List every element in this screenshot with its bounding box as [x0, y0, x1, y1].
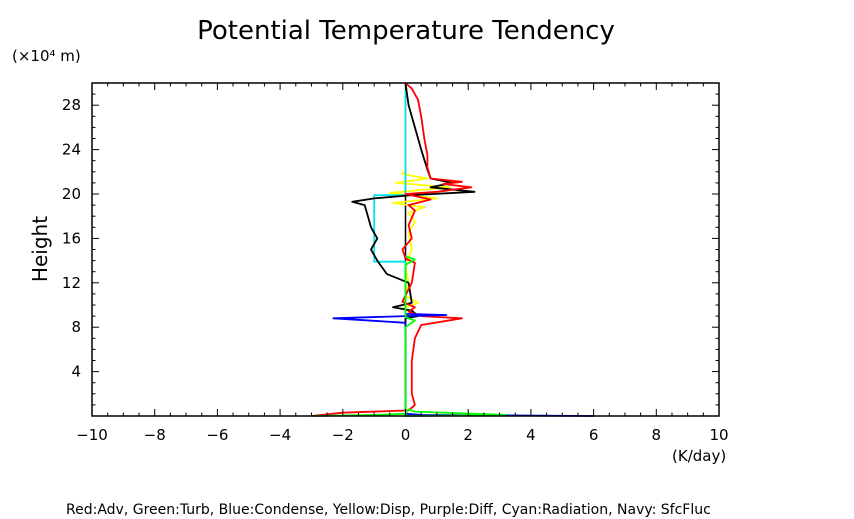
y-tick-label: 4 [71, 363, 81, 381]
x-tick-label: −4 [269, 426, 291, 444]
x-tick-label: −2 [332, 426, 354, 444]
x-tick-label: −10 [76, 426, 108, 444]
y-unit-label: (×10⁴ m) [12, 47, 81, 65]
x-tick-label: −8 [144, 426, 166, 444]
series-line-red [311, 82, 473, 417]
series-line-blue [332, 310, 594, 417]
legend-text: Red:Adv, Green:Turb, Blue:Condense, Yell… [66, 502, 711, 518]
y-tick-label: 8 [71, 318, 81, 336]
series-layer [311, 82, 594, 417]
series-line-black [351, 82, 476, 416]
x-tick-label: 0 [401, 426, 411, 444]
x-tick-label: 8 [652, 426, 662, 444]
x-tick-label: 2 [463, 426, 473, 444]
series-line-green [314, 255, 507, 417]
y-tick-label: 16 [62, 229, 81, 247]
y-tick-label: 28 [62, 96, 81, 114]
x-tick-label: 4 [526, 426, 536, 444]
x-axis-label: (K/day) [672, 447, 726, 465]
x-tick-label: 10 [709, 426, 728, 444]
y-axis-label: Height [28, 216, 52, 282]
x-tick-label: −6 [206, 426, 228, 444]
series-line-cyan [373, 83, 407, 416]
y-tick-label: 24 [62, 141, 81, 159]
chart-title: Potential Temperature Tendency [197, 16, 615, 46]
y-tick-label: 12 [62, 274, 81, 292]
series-line-yellow [388, 83, 451, 416]
x-tick-label: 6 [589, 426, 599, 444]
y-tick-label: 20 [62, 185, 81, 203]
